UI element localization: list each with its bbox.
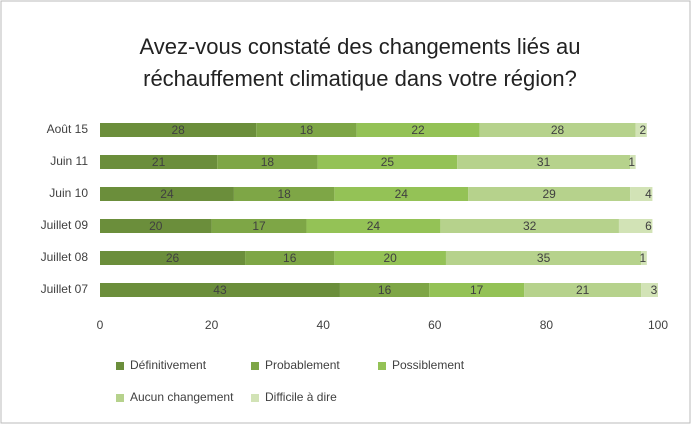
bar-segment	[100, 187, 234, 201]
y-tick-label: Juin 11	[50, 154, 88, 168]
data-label: 32	[523, 219, 537, 233]
data-label: 18	[261, 155, 275, 169]
bar-segment	[334, 187, 469, 201]
data-label: 20	[149, 219, 163, 233]
bar-segment	[245, 251, 335, 265]
data-label: 21	[152, 155, 166, 169]
bar-segment	[445, 251, 642, 265]
bar-segment	[211, 219, 307, 233]
bar-segment	[306, 219, 441, 233]
data-label: 25	[381, 155, 395, 169]
data-label: 6	[645, 219, 652, 233]
data-label: 24	[395, 187, 409, 201]
bar-segment	[217, 155, 318, 169]
chart-title: Avez-vous constaté des changements liés …	[139, 34, 580, 59]
data-label: 35	[537, 251, 551, 265]
bar-segment	[457, 155, 631, 169]
bar-segment	[100, 219, 212, 233]
y-tick-label: Juin 10	[49, 186, 88, 200]
legend-swatch	[378, 362, 386, 370]
legend-swatch	[116, 394, 124, 402]
legend-label: Possiblement	[392, 358, 465, 372]
data-label: 1	[628, 155, 635, 169]
data-label: 43	[213, 283, 227, 297]
chart-title: réchauffement climatique dans votre régi…	[143, 66, 577, 91]
data-label: 20	[383, 251, 397, 265]
data-label: 28	[171, 123, 185, 137]
data-label: 29	[543, 187, 557, 201]
y-tick-label: Juillet 07	[41, 282, 89, 296]
data-label: 28	[551, 123, 565, 137]
x-tick-label: 40	[317, 318, 331, 332]
data-label: 18	[300, 123, 314, 137]
legend-label: Probablement	[265, 358, 340, 372]
x-tick-label: 80	[540, 318, 554, 332]
y-tick-label: Juillet 09	[41, 218, 89, 232]
data-label: 3	[651, 283, 658, 297]
bar-segment	[100, 155, 218, 169]
data-label: 16	[378, 283, 392, 297]
legend-swatch	[116, 362, 124, 370]
y-tick-label: Août 15	[47, 122, 89, 136]
x-tick-label: 60	[428, 318, 442, 332]
y-tick-label: Juillet 08	[41, 250, 89, 264]
bar-segment	[641, 283, 658, 297]
data-label: 21	[576, 283, 590, 297]
data-label: 18	[277, 187, 291, 201]
bar-segment	[630, 155, 636, 169]
bar-segment	[630, 187, 653, 201]
bar-segment	[100, 283, 340, 297]
bar-segment	[468, 187, 631, 201]
bar-segment	[641, 251, 647, 265]
x-tick-label: 0	[97, 318, 104, 332]
bar-segment	[356, 123, 480, 137]
data-label: 17	[470, 283, 484, 297]
bar-segment	[440, 219, 619, 233]
data-label: 24	[160, 187, 174, 201]
bar-segment	[618, 219, 653, 233]
legend-label: Difficile à dire	[265, 390, 337, 404]
legend-label: Aucun changement	[130, 390, 234, 404]
data-label: 4	[645, 187, 652, 201]
data-label: 17	[252, 219, 266, 233]
data-label: 22	[411, 123, 425, 137]
data-label: 24	[367, 219, 381, 233]
bar-segment	[334, 251, 446, 265]
bar-segment	[339, 283, 430, 297]
bar-segment	[524, 283, 642, 297]
data-label: 16	[283, 251, 297, 265]
bar-segment	[100, 123, 257, 137]
legend-label: Définitivement	[130, 358, 207, 372]
bar-segment	[256, 123, 357, 137]
legend-swatch	[251, 394, 259, 402]
bar-segment	[100, 251, 246, 265]
data-label: 1	[639, 251, 646, 265]
bar-segment	[429, 283, 525, 297]
x-tick-label: 100	[648, 318, 668, 332]
data-label: 2	[639, 123, 646, 137]
data-label: 31	[537, 155, 551, 169]
bar-segment	[635, 123, 647, 137]
legend-swatch	[251, 362, 259, 370]
data-label: 26	[166, 251, 180, 265]
x-tick-label: 20	[205, 318, 219, 332]
bar-segment	[233, 187, 335, 201]
bar-segment	[479, 123, 636, 137]
bar-segment	[317, 155, 458, 169]
